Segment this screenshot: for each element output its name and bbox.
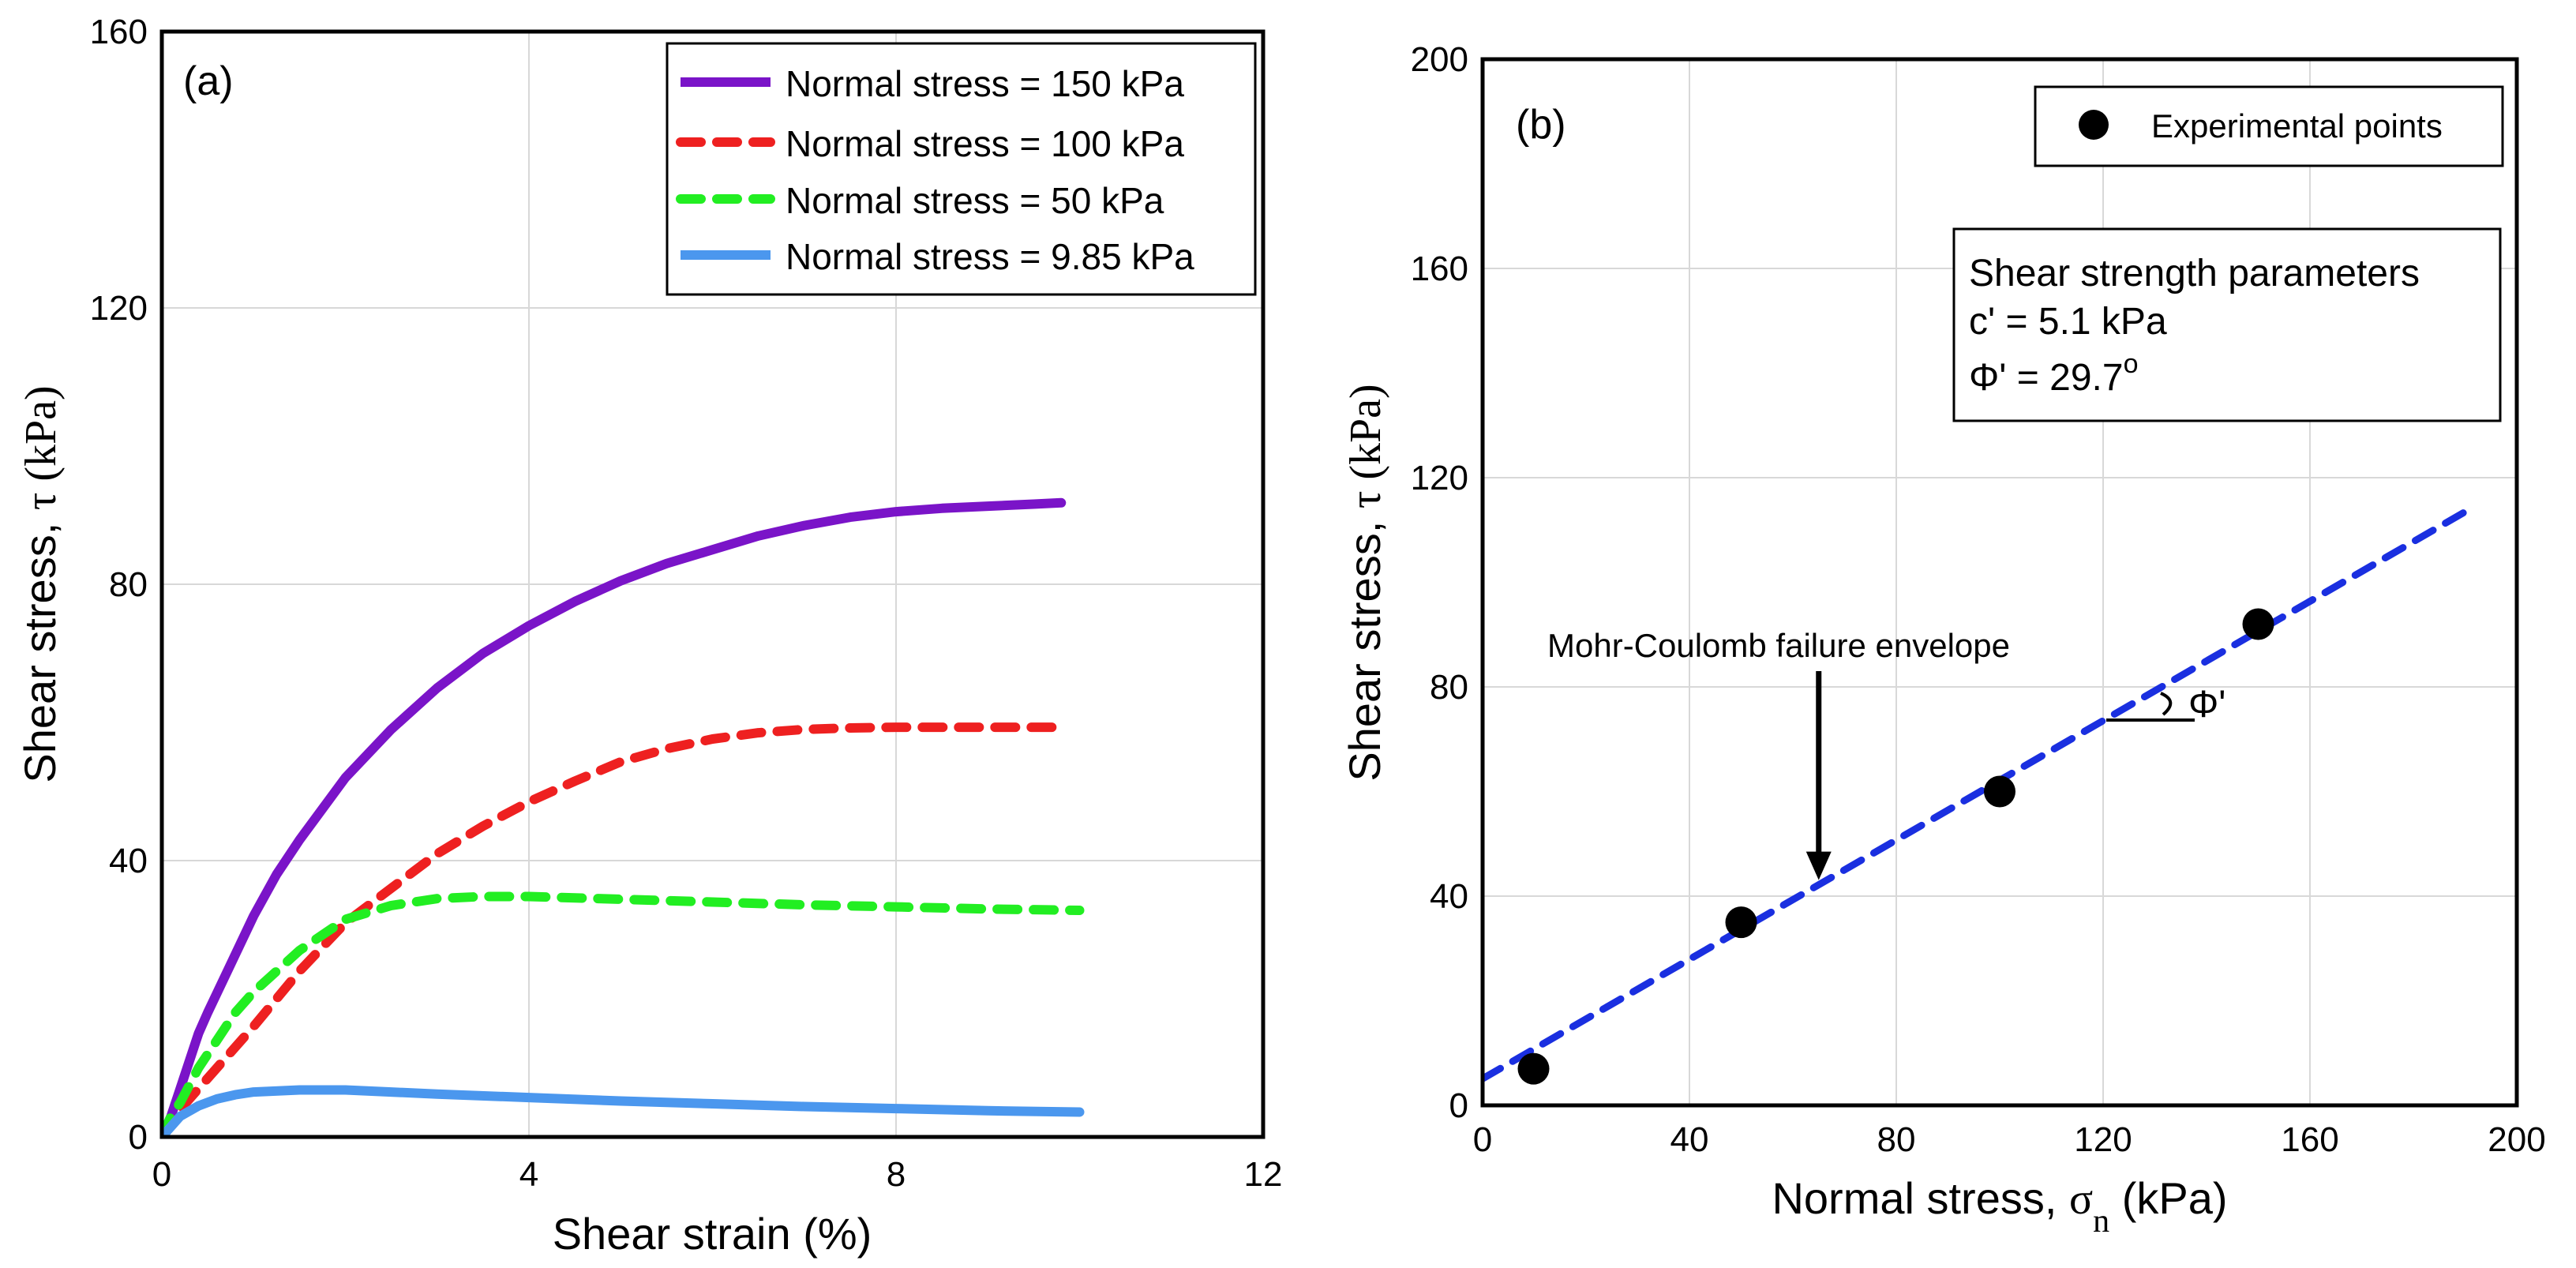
parameters-title: Shear strength parameters [1969,253,2420,294]
panel-b-x-tick-labels: 0 40 80 120 160 200 [1473,1120,2546,1159]
b-y-tick-label: 0 [1449,1086,1468,1125]
panel-a: 0 4 8 12 0 40 80 120 160 (a) Shear strain (%) S… [15,13,1282,1259]
panel-b-x-axis-label: Normal stress, σn (kPa) [1772,1173,2227,1240]
experimental-point [1725,906,1757,939]
panel-a-legend: Normal stress = 150 kPa Normal stress = … [666,42,1257,296]
tau-symbol: τ [17,493,66,511]
panel-a-x-axis-label: Shear strain (%) [553,1209,872,1259]
series-line-2 [162,891,1085,1137]
panel-b-y-tick-labels: 0 40 80 120 160 200 [1411,40,1468,1125]
parameters-cohesion: c' = 5.1 kPa [1969,301,2167,343]
panel-b-y-axis-label-text: Shear stress, [1340,508,1389,781]
b-x-tick-label: 200 [2488,1120,2545,1159]
experimental-point [1517,1052,1550,1085]
legend-label-9-85kpa: Normal stress = 9.85 kPa [786,236,1194,277]
a-x-tick-label: 0 [152,1155,171,1194]
panel-b-legend-box [2034,85,2504,167]
b-y-tick-label: 40 [1430,877,1468,916]
series-line-0 [162,497,1067,1137]
panel-b-label: (b) [1516,102,1566,148]
b-x-tick-label: 80 [1877,1120,1916,1159]
panel-b-x-axis-unit: (kPa) [2109,1173,2227,1223]
panel-a-y-tick-labels: 0 40 80 120 160 [90,13,148,1157]
legend-label-50kpa: Normal stress = 50 kPa [786,180,1164,221]
tau-symbol: τ [1341,491,1390,509]
a-y-tick-label: 160 [90,13,148,51]
panel-b-y-axis-label: Shear stress, τ (kPa) [1340,384,1390,781]
panel-b-gridlines [1482,58,2518,1106]
panel-b: 0 40 80 120 160 200 0 40 80 120 160 200 (b) Normal… [1340,40,2546,1240]
friction-angle-marker: Φ' [2106,684,2225,726]
legend-label-experimental-points: Experimental points [2151,107,2443,144]
angle-arc-icon [2160,692,2173,716]
b-x-tick-label: 120 [2074,1120,2132,1159]
panel-b-x-axis-label-text: Normal stress, [1772,1173,2069,1223]
b-y-tick-label: 160 [1411,249,1468,288]
panel-b-envelope-group [1483,502,2480,1082]
parameters-friction-angle: Φ' = 29.7o [1969,349,2139,399]
b-x-tick-label: 160 [2281,1120,2338,1159]
a-y-tick-label: 0 [129,1118,148,1157]
a-y-tick-label: 80 [109,565,148,604]
legend-label-150kpa: Normal stress = 150 kPa [786,63,1184,104]
panel-a-plot-frame [159,29,1266,1139]
shear-strength-parameters-box: Shear strength parameters c' = 5.1 kPa Φ… [1952,227,2502,422]
experimental-point [2242,608,2274,640]
sigma-symbol: σ [2069,1175,2093,1224]
a-x-tick-label: 12 [1244,1155,1283,1194]
series-line-3 [162,1085,1085,1137]
experimental-point [1984,775,2015,808]
b-x-tick-label: 40 [1670,1120,1709,1159]
panel-a-y-axis-label: Shear stress, τ (kPa) [15,385,66,782]
legend-label-100kpa: Normal stress = 100 kPa [786,123,1184,164]
panel-a-y-axis-unit: (kPa) [17,385,66,492]
a-y-tick-label: 120 [90,289,148,328]
panel-a-label: (a) [183,58,234,104]
friction-angle-value: Φ' = 29.7 [1969,357,2124,399]
b-y-tick-label: 120 [1411,459,1468,497]
legend-marker-experimental-points [2079,110,2109,140]
a-x-tick-label: 4 [519,1155,538,1194]
panel-a-series [162,497,1085,1137]
degree-symbol: o [2124,349,2139,379]
panel-b-points [1517,608,2274,1085]
angle-label: Φ' [2188,684,2225,726]
a-x-tick-label: 8 [887,1155,906,1194]
a-y-tick-label: 40 [109,842,148,880]
annotation-arrow-icon [1805,671,1832,880]
sigma-subscript: n [2093,1203,2109,1240]
mohr-coulomb-annotation: Mohr-Coulomb failure envelope [1547,627,2010,664]
panel-a-y-axis-label-text: Shear stress, [15,510,65,782]
b-y-tick-label: 200 [1411,40,1468,79]
b-x-tick-label: 0 [1473,1120,1492,1159]
parameters-box-frame [1952,227,2502,422]
panel-b-legend: Experimental points [2034,85,2504,167]
failure-envelope-line [1483,502,2480,1082]
panel-b-y-axis-unit: (kPa) [1341,384,1390,490]
panel-b-plot-frame [1480,57,2519,1108]
series-line-1 [162,722,1057,1137]
panel-a-x-tick-labels: 0 4 8 12 [152,1155,1283,1194]
b-y-tick-label: 80 [1430,668,1468,707]
arrow-head-icon [1805,851,1832,880]
